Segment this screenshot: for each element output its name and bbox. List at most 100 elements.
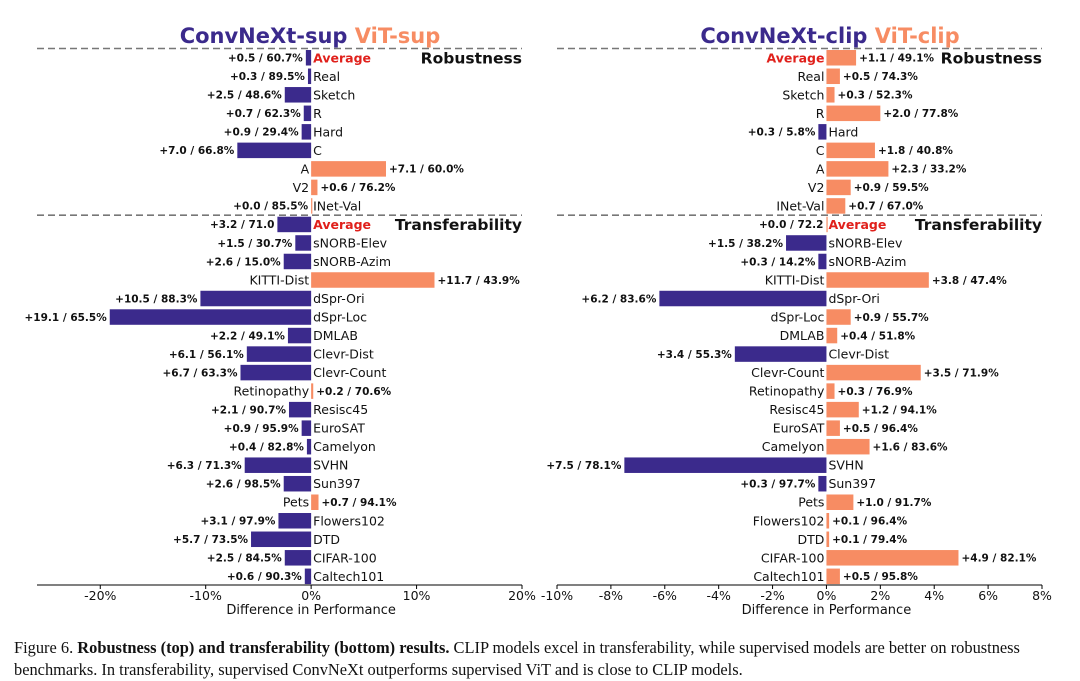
category-label: sNORB-Azim — [313, 254, 391, 269]
category-label: R — [816, 106, 825, 121]
category-label: R — [313, 106, 322, 121]
category-label: C — [816, 143, 825, 158]
x-tick-label: -20% — [84, 588, 116, 603]
data-label: +11.7 / 43.9% — [437, 275, 520, 287]
bar — [278, 513, 312, 529]
bar — [826, 161, 889, 177]
category-label: Average — [313, 217, 371, 232]
bar — [826, 68, 840, 85]
data-label: +0.9 / 59.5% — [854, 182, 929, 194]
category-label: Caltech101 — [753, 569, 824, 584]
bar — [305, 50, 312, 66]
data-label: +5.7 / 73.5% — [173, 534, 248, 546]
x-tick-label: 6% — [978, 588, 998, 603]
category-label: V2 — [808, 180, 825, 195]
data-label: +3.1 / 97.9% — [200, 516, 275, 528]
bar — [818, 253, 827, 270]
bar — [237, 142, 312, 159]
category-label: Hard — [828, 124, 858, 139]
category-label: INet-Val — [776, 198, 824, 213]
category-label: DTD — [798, 532, 825, 547]
data-label: +0.3 / 14.2% — [740, 256, 815, 268]
group-label: Robustness — [421, 50, 522, 68]
category-label: DTD — [313, 532, 340, 547]
bar — [295, 235, 312, 251]
group-label: Transferability — [915, 216, 1042, 234]
category-label: dSpr-Ori — [828, 291, 879, 306]
category-label: Pets — [283, 495, 309, 510]
category-label: Hard — [313, 124, 343, 139]
category-label: Resisc45 — [769, 402, 824, 417]
category-label: DMLAB — [313, 328, 358, 343]
data-label: +2.0 / 77.8% — [883, 108, 958, 120]
data-label: +7.1 / 60.0% — [389, 164, 464, 176]
data-label: +4.9 / 82.1% — [961, 553, 1036, 565]
category-label: EuroSAT — [313, 421, 365, 436]
data-label: +7.0 / 66.8% — [159, 145, 234, 157]
data-label: +0.7 / 94.1% — [322, 497, 397, 509]
data-label: +0.0 / 72.2 — [759, 219, 823, 231]
data-label: +0.6 / 76.2% — [320, 182, 395, 194]
category-label: Camelyon — [762, 439, 825, 454]
bar — [826, 531, 830, 548]
x-tick-label: 4% — [924, 588, 944, 603]
bar — [311, 272, 435, 288]
x-tick-label: 20% — [508, 588, 536, 603]
bar — [303, 105, 312, 122]
bar — [659, 290, 827, 307]
bar — [283, 475, 312, 492]
category-label: SVHN — [313, 458, 348, 473]
category-label: SVHN — [828, 458, 863, 473]
bar — [826, 216, 828, 233]
bar — [826, 383, 835, 399]
bar — [251, 531, 312, 548]
x-tick-label: 0% — [817, 588, 837, 603]
x-tick-label: 10% — [403, 588, 431, 603]
chart-title: ConvNeXt-sup ViT-sup — [180, 24, 441, 48]
bar — [826, 327, 838, 344]
title-right-model: ViT-sup — [355, 24, 441, 48]
category-label: dSpr-Loc — [771, 310, 825, 325]
figure-caption: Figure 6. Robustness (top) and transfera… — [14, 637, 1074, 681]
caption-bold: Robustness (top) and transferability (bo… — [77, 638, 450, 657]
data-label: +1.5 / 38.2% — [708, 238, 783, 250]
category-label: EuroSAT — [773, 421, 825, 436]
category-label: Sketch — [313, 87, 355, 102]
category-label: sNORB-Elev — [828, 235, 903, 250]
data-label: +3.5 / 71.9% — [924, 367, 999, 379]
title-left-model: ConvNeXt-clip — [700, 24, 874, 48]
category-label: Clevr-Dist — [828, 347, 889, 362]
category-label: Sketch — [782, 87, 824, 102]
bar — [826, 309, 851, 325]
category-label: Flowers102 — [313, 513, 385, 528]
bar — [311, 179, 318, 196]
bar — [826, 420, 840, 436]
category-label: KITTI-Dist — [765, 273, 825, 288]
x-tick-label: -2% — [760, 588, 784, 603]
x-axis-label: Difference in Performance — [742, 603, 912, 618]
data-label: +0.9 / 55.7% — [854, 312, 929, 324]
category-label: V2 — [293, 180, 310, 195]
title-left-model: ConvNeXt-sup — [180, 24, 355, 48]
data-label: +2.3 / 33.2% — [891, 164, 966, 176]
data-label: +0.5 / 96.4% — [843, 423, 918, 435]
bar — [277, 216, 312, 233]
x-tick-label: -6% — [653, 588, 677, 603]
group-label: Transferability — [395, 216, 522, 234]
data-label: +0.3 / 52.3% — [838, 90, 913, 102]
data-label: +1.1 / 49.1% — [859, 53, 934, 65]
data-label: +19.1 / 65.5% — [24, 312, 107, 324]
bar — [304, 568, 312, 585]
bar — [311, 161, 386, 177]
category-label: A — [816, 161, 825, 176]
category-label: C — [313, 143, 322, 158]
category-label: Average — [313, 50, 371, 65]
category-label: sNORB-Elev — [313, 235, 388, 250]
data-label: +1.0 / 91.7% — [856, 497, 931, 509]
data-label: +0.3 / 97.7% — [740, 479, 815, 491]
data-label: +2.5 / 84.5% — [207, 553, 282, 565]
bar — [818, 124, 827, 140]
data-label: +2.6 / 15.0% — [206, 256, 281, 268]
data-label: +1.8 / 40.8% — [878, 145, 953, 157]
